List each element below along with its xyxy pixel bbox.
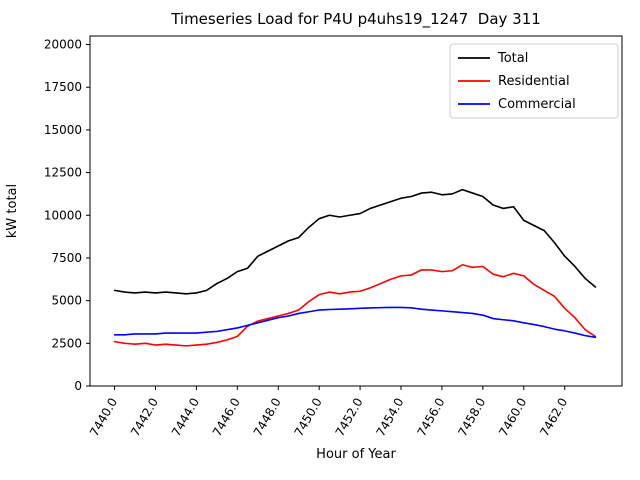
legend-frame xyxy=(449,43,619,119)
legend: Total Residential Commercial xyxy=(449,43,619,119)
svg-text:7454.0: 7454.0 xyxy=(373,396,406,439)
svg-text:0: 0 xyxy=(74,379,82,393)
svg-text:12500: 12500 xyxy=(44,166,82,180)
svg-text:20000: 20000 xyxy=(44,38,82,52)
svg-text:7446.0: 7446.0 xyxy=(210,396,243,439)
svg-text:7440.0: 7440.0 xyxy=(87,396,120,439)
svg-text:7462.0: 7462.0 xyxy=(537,396,570,439)
svg-text:7458.0: 7458.0 xyxy=(455,396,488,439)
svg-text:7442.0: 7442.0 xyxy=(128,396,161,439)
svg-text:5000: 5000 xyxy=(51,294,82,308)
svg-text:2500: 2500 xyxy=(51,336,82,350)
y-axis-label: kW total xyxy=(5,184,20,238)
legend-label-residential: Residential xyxy=(498,74,570,89)
svg-text:10000: 10000 xyxy=(44,208,82,222)
chart-title: Timeseries Load for P4U p4uhs19_1247 Day… xyxy=(170,10,541,29)
svg-text:17500: 17500 xyxy=(44,80,82,94)
x-axis-label: Hour of Year xyxy=(316,447,396,462)
svg-text:7500: 7500 xyxy=(51,251,82,265)
svg-text:7448.0: 7448.0 xyxy=(251,396,284,439)
legend-label-total: Total xyxy=(497,51,528,66)
svg-text:7444.0: 7444.0 xyxy=(169,396,202,439)
legend-label-commercial: Commercial xyxy=(498,97,576,112)
svg-text:7450.0: 7450.0 xyxy=(292,396,325,439)
svg-text:7452.0: 7452.0 xyxy=(333,396,366,439)
svg-text:7456.0: 7456.0 xyxy=(414,396,447,439)
svg-text:15000: 15000 xyxy=(44,123,82,137)
svg-text:7460.0: 7460.0 xyxy=(496,396,529,439)
